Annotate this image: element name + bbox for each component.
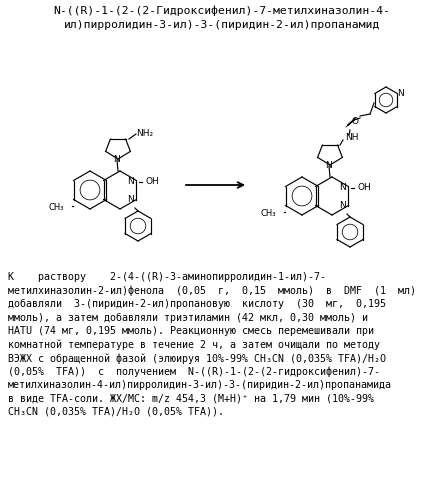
Text: OH: OH	[145, 178, 159, 186]
Text: CH₃: CH₃	[260, 208, 276, 218]
Text: К    раствору    2-(4-((R)-3-аминопирролидин-1-ил)-7-: К раствору 2-(4-((R)-3-аминопирролидин-1…	[8, 272, 326, 282]
Text: N: N	[340, 200, 346, 209]
Text: метилхиназолин-4-ил)пирролидин-3-ил)-3-(пиридин-2-ил)пропанамида: метилхиназолин-4-ил)пирролидин-3-ил)-3-(…	[8, 380, 392, 390]
Text: CH₃CN (0,035% TFA)/H₂O (0,05% TFA)).: CH₃CN (0,035% TFA)/H₂O (0,05% TFA)).	[8, 407, 224, 417]
Text: метилхиназолин-2-ил)фенола  (0,05  г,  0,15  ммоль)  в  DMF  (1  мл): метилхиназолин-2-ил)фенола (0,05 г, 0,15…	[8, 286, 416, 296]
Text: N: N	[396, 90, 403, 98]
Text: N: N	[128, 194, 134, 203]
Text: добавляли  3-(пиридин-2-ил)пропановую  кислоту  (30  мг,  0,195: добавляли 3-(пиридин-2-ил)пропановую кис…	[8, 299, 386, 309]
Text: в виде TFA-соли. ЖХ/МС: m/z 454,3 (M+H)⁺ на 1,79 мин (10%-99%: в виде TFA-соли. ЖХ/МС: m/z 454,3 (M+H)⁺…	[8, 394, 374, 404]
Text: N: N	[113, 156, 121, 164]
Text: O: O	[352, 118, 359, 126]
Text: CH₃: CH₃	[49, 202, 64, 211]
Text: NH: NH	[345, 134, 359, 142]
Text: (0,05%  TFA))  с  получением  N-((R)-1-(2-(2-гидроксифенил)-7-: (0,05% TFA)) с получением N-((R)-1-(2-(2…	[8, 366, 380, 377]
Text: комнатной температуре в течение 2 ч, а затем очищали по методу: комнатной температуре в течение 2 ч, а з…	[8, 340, 380, 350]
Text: ил)пирролидин-3-ил)-3-(пиридин-2-ил)пропанамид: ил)пирролидин-3-ил)-3-(пиридин-2-ил)проп…	[64, 20, 380, 30]
Text: HATU (74 мг, 0,195 ммоль). Реакционную смесь перемешивали при: HATU (74 мг, 0,195 ммоль). Реакционную с…	[8, 326, 374, 336]
Text: N: N	[340, 182, 346, 192]
Text: NH₂: NH₂	[136, 130, 153, 138]
Text: OH: OH	[357, 184, 371, 192]
Text: N: N	[128, 176, 134, 186]
Text: ВЭЖХ с обращенной фазой (элюируя 10%-99% CH₃CN (0,035% TFA)/H₂O: ВЭЖХ с обращенной фазой (элюируя 10%-99%…	[8, 353, 386, 364]
Text: N: N	[326, 162, 332, 170]
Text: ммоль), а затем добавляли триэтиламин (42 мкл, 0,30 ммоль) и: ммоль), а затем добавляли триэтиламин (4…	[8, 312, 368, 322]
Text: N-((R)-1-(2-(2-Гидроксифенил)-7-метилхиназолин-4-: N-((R)-1-(2-(2-Гидроксифенил)-7-метилхин…	[53, 6, 390, 16]
